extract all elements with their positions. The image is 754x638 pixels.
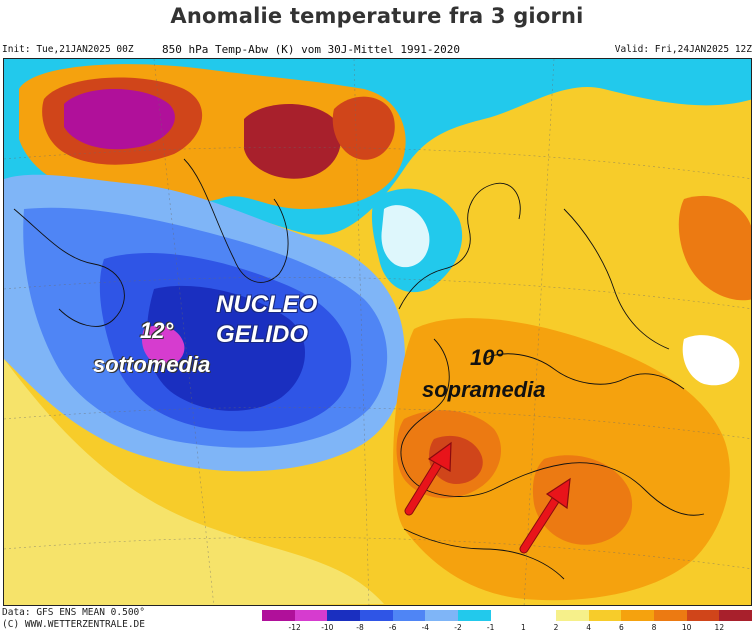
- below-average-label: sottomedia: [93, 352, 211, 377]
- legend-swatch: [490, 610, 524, 621]
- legend-tick: -10: [321, 623, 334, 632]
- legend-tick: 4: [586, 623, 592, 632]
- map-footer: Data: GFS ENS MEAN 0.500° (C) WWW.WETTER…: [2, 607, 145, 631]
- legend-swatch: [262, 610, 295, 621]
- legend-swatch: [654, 610, 687, 621]
- legend-tick: 8: [651, 623, 657, 632]
- graticule: [4, 59, 751, 605]
- legend-swatch: [392, 610, 426, 621]
- cold-core-extreme: [141, 325, 185, 366]
- parameter-label: 850 hPa Temp-Abw (K) vom 30J-Mittel 1991…: [162, 43, 461, 56]
- neutral-fringe-norway: [381, 205, 430, 268]
- color-legend: -12 -10 -8 -6 -4 -2 -1 1 2 4 6 8 10 12: [262, 610, 753, 636]
- legend-swatch: [621, 610, 655, 621]
- legend-tick: 1: [520, 623, 526, 632]
- anomaly-map: [3, 58, 752, 606]
- legend-tick: 2: [553, 623, 559, 632]
- legend-swatch: [523, 610, 557, 621]
- legend-tick: -6: [388, 623, 397, 632]
- init-time: Init: Tue,21JAN2025 00Z: [2, 44, 134, 55]
- weak-warm-atlantic: [4, 359, 384, 605]
- legend-swatches: [262, 610, 753, 621]
- cold-core-label: NUCLEO GELIDO: [216, 290, 317, 350]
- legend-swatch: [588, 610, 622, 621]
- cold-core-line2: GELIDO: [216, 321, 309, 348]
- warm-russia: [678, 195, 751, 301]
- legend-swatch: [294, 610, 328, 621]
- legend-swatch: [327, 610, 361, 621]
- cold-core-line1: NUCLEO: [216, 291, 318, 318]
- below-average-degrees: 12°: [140, 318, 174, 343]
- legend-swatch: [556, 610, 589, 621]
- legend-tick: -12: [288, 623, 301, 632]
- legend-swatch: [360, 610, 393, 621]
- legend-ticks: -12 -10 -8 -6 -4 -2 -1 1 2 4 6 8 10 12: [262, 623, 752, 635]
- warm-med-deep: [532, 455, 633, 545]
- legend-tick: 12: [714, 623, 725, 632]
- warm-iberia-extreme: [429, 435, 483, 484]
- coastlines: [13, 158, 705, 580]
- legend-swatch: [425, 610, 459, 621]
- data-source: Data: GFS ENS MEAN 0.500°: [2, 607, 145, 618]
- greenland-extreme-warm: [64, 89, 175, 150]
- legend-tick: 6: [618, 623, 624, 632]
- cold-core-deepest: [146, 285, 306, 411]
- legend-swatch: [686, 610, 720, 621]
- arrow-mediterranean-icon: [519, 477, 571, 554]
- greenland-east-warm: [244, 104, 341, 179]
- valid-time: Valid: Fri,24JAN2025 12Z: [614, 44, 752, 55]
- above-average-label: sopramedia: [422, 377, 546, 402]
- arrow-iberia-icon: [404, 441, 452, 516]
- above-average-degrees: 10°: [470, 345, 504, 370]
- anomaly-map-canvas: [4, 59, 751, 605]
- legend-tick: -1: [486, 623, 495, 632]
- legend-tick: -2: [454, 623, 462, 632]
- copyright: (C) WWW.WETTERZENTRALE.DE: [2, 619, 145, 630]
- svalbard-warm: [332, 96, 395, 160]
- map-title: Anomalie temperature fra 3 giorni: [170, 4, 584, 28]
- legend-swatch: [719, 610, 753, 621]
- cold-east-patch: [682, 335, 740, 386]
- legend-tick: 10: [681, 623, 692, 632]
- legend-tick: -8: [356, 623, 364, 632]
- legend-tick: -4: [421, 623, 430, 632]
- legend-swatch: [458, 610, 491, 621]
- map-header: Init: Tue,21JAN2025 00Z 850 hPa Temp-Abw…: [2, 43, 752, 58]
